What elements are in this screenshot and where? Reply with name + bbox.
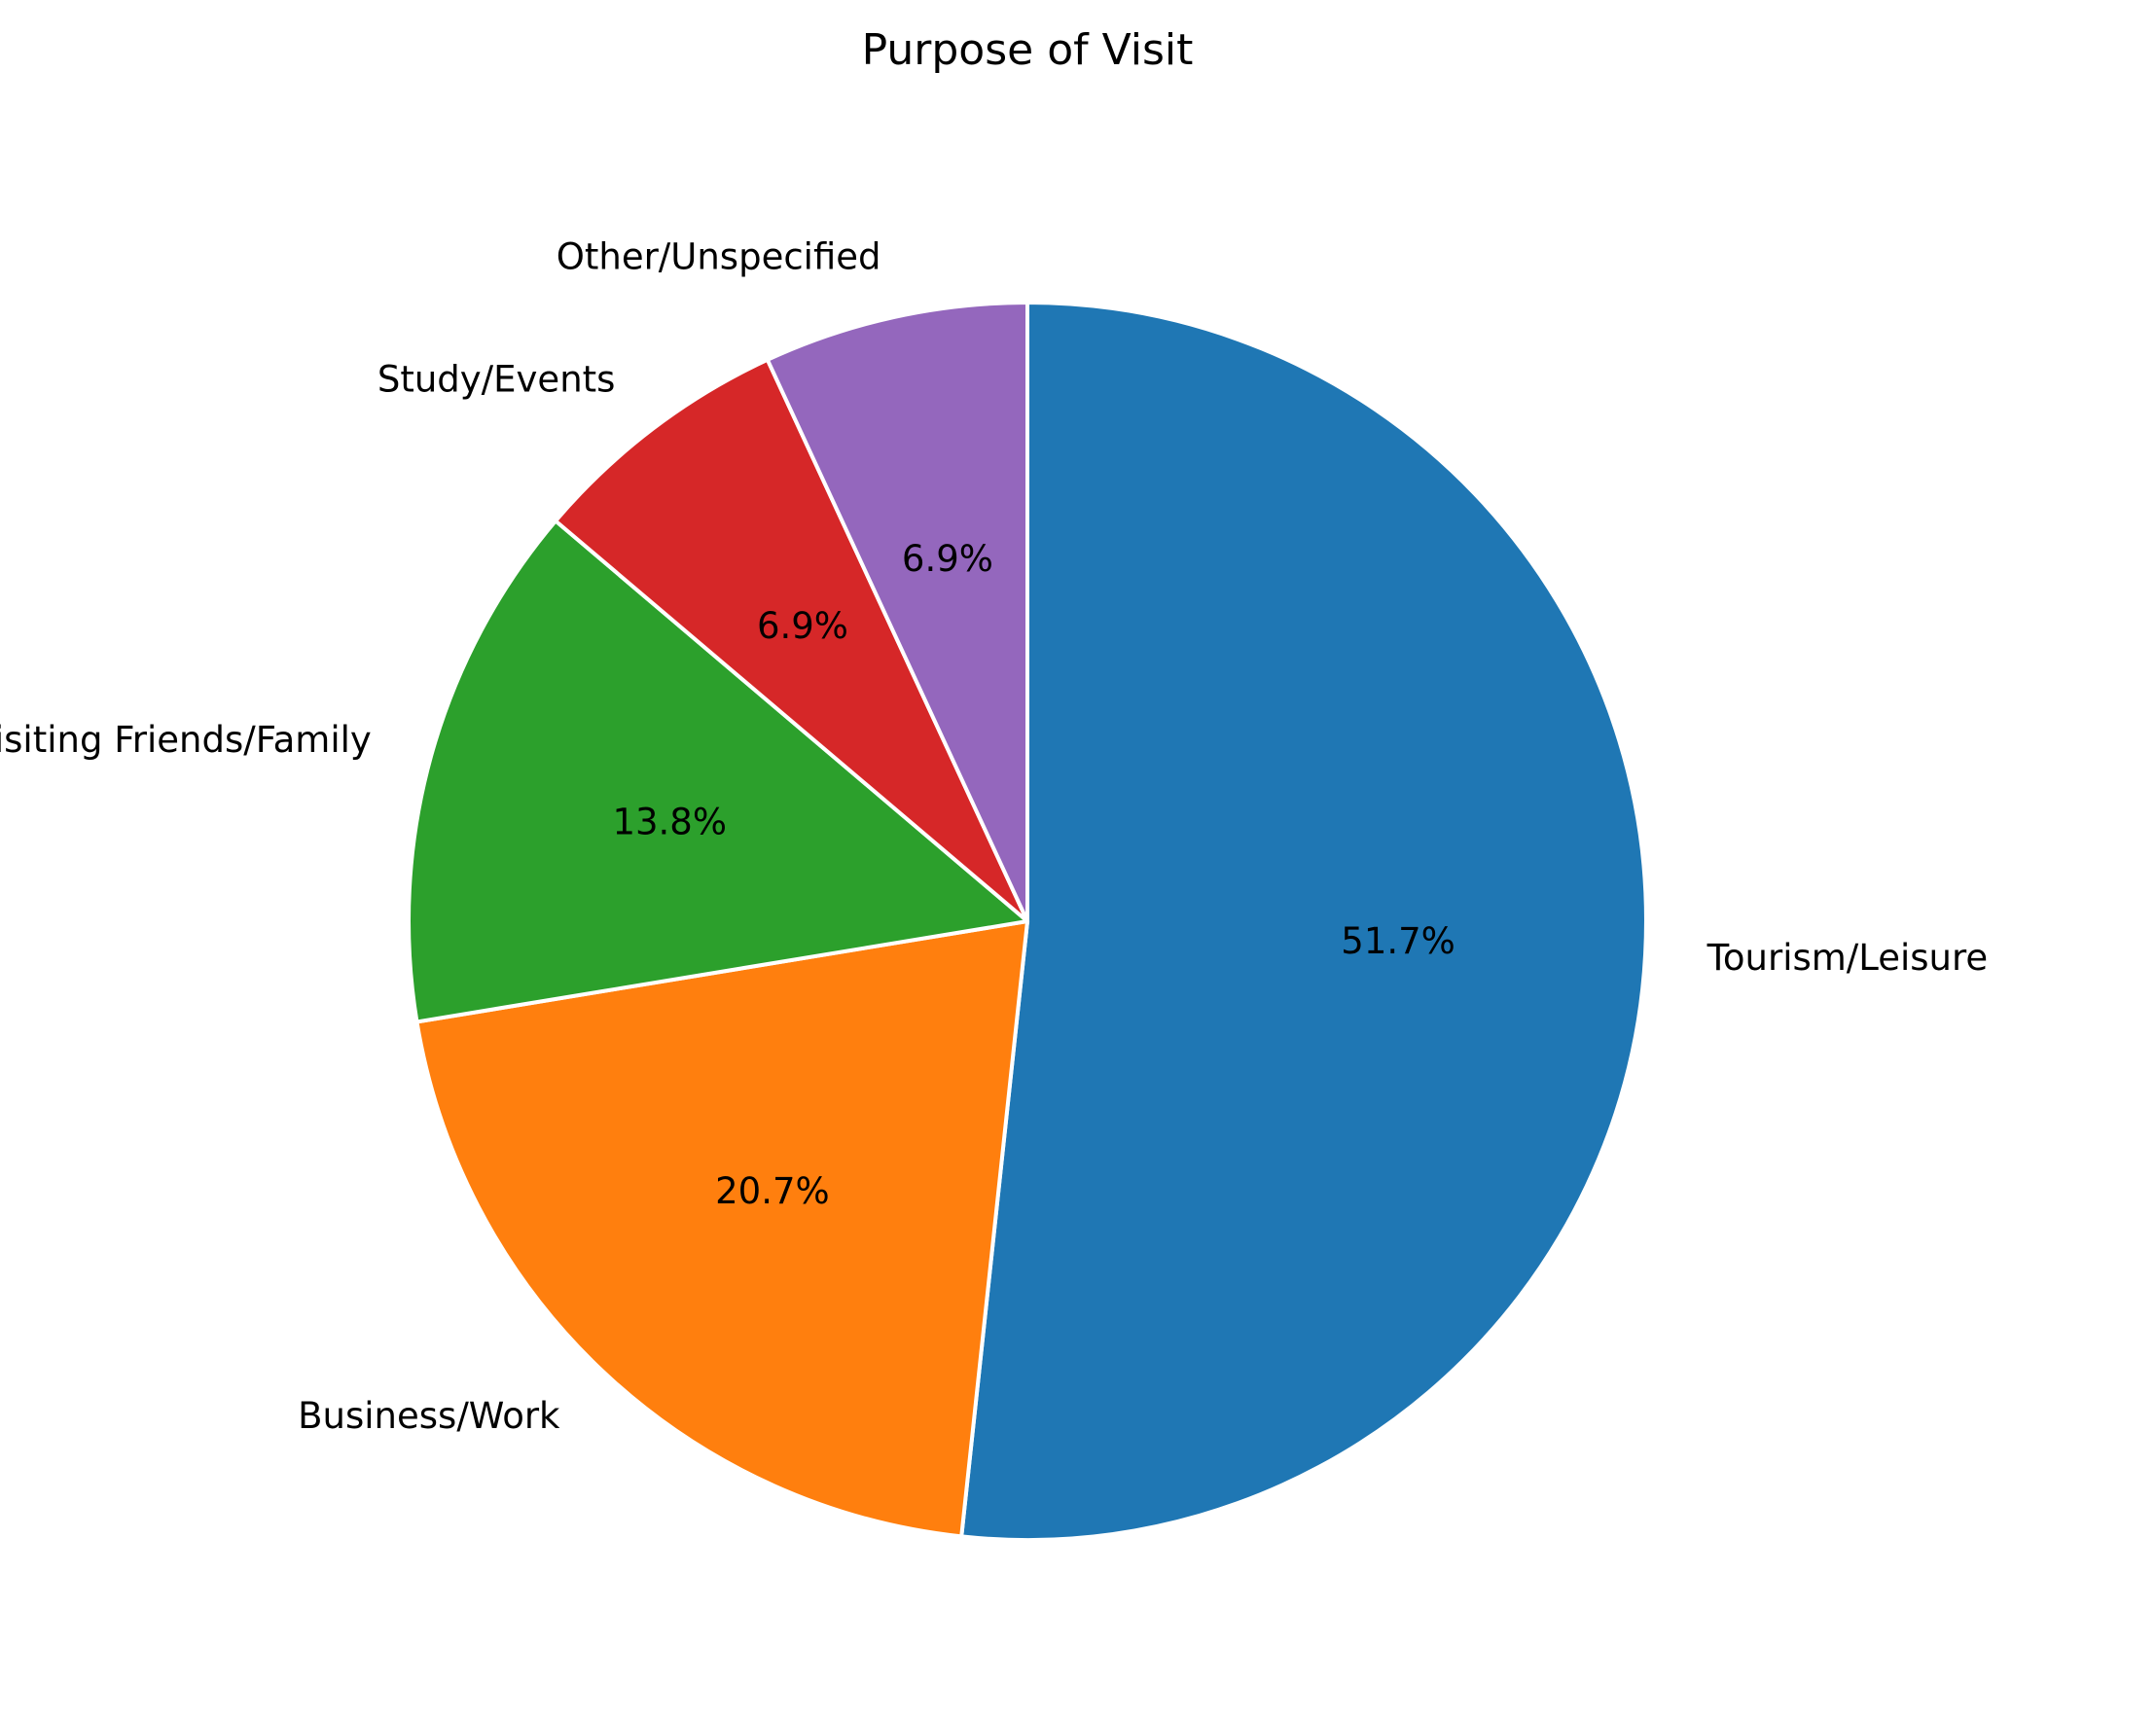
slice-label: Business/Work [298, 1395, 560, 1437]
pie-slice-study-events [554, 357, 1029, 923]
slice-percentage: 13.8% [612, 802, 727, 843]
slice-labels: Tourism/Leisure Business/Work Visiting Fri… [0, 235, 1988, 1437]
slice-percentage: 6.9% [902, 538, 993, 580]
slice-label: Visiting Friends/Family [0, 719, 372, 761]
slice-label: Tourism/Leisure [1707, 937, 1989, 979]
pie-slice-business-work [414, 919, 1029, 1539]
percentage-labels: 51.7% 20.7% 13.8% 6.9% 6.9% [612, 538, 1455, 1212]
slice-label: Study/Events [377, 359, 616, 401]
pie-slices [407, 301, 1648, 1542]
slice-percentage: 6.9% [757, 605, 848, 647]
pie-slice-other-unspecified [765, 301, 1029, 923]
slice-label: Other/Unspecified [557, 235, 881, 277]
pie-slice-visiting-friends-family [407, 519, 1029, 1024]
slice-percentage: 20.7% [715, 1170, 830, 1212]
chart-title: Purpose of Visit [862, 25, 1194, 75]
pie-slice-tourism-leisure [959, 301, 1648, 1542]
slice-percentage: 51.7% [1341, 920, 1455, 962]
